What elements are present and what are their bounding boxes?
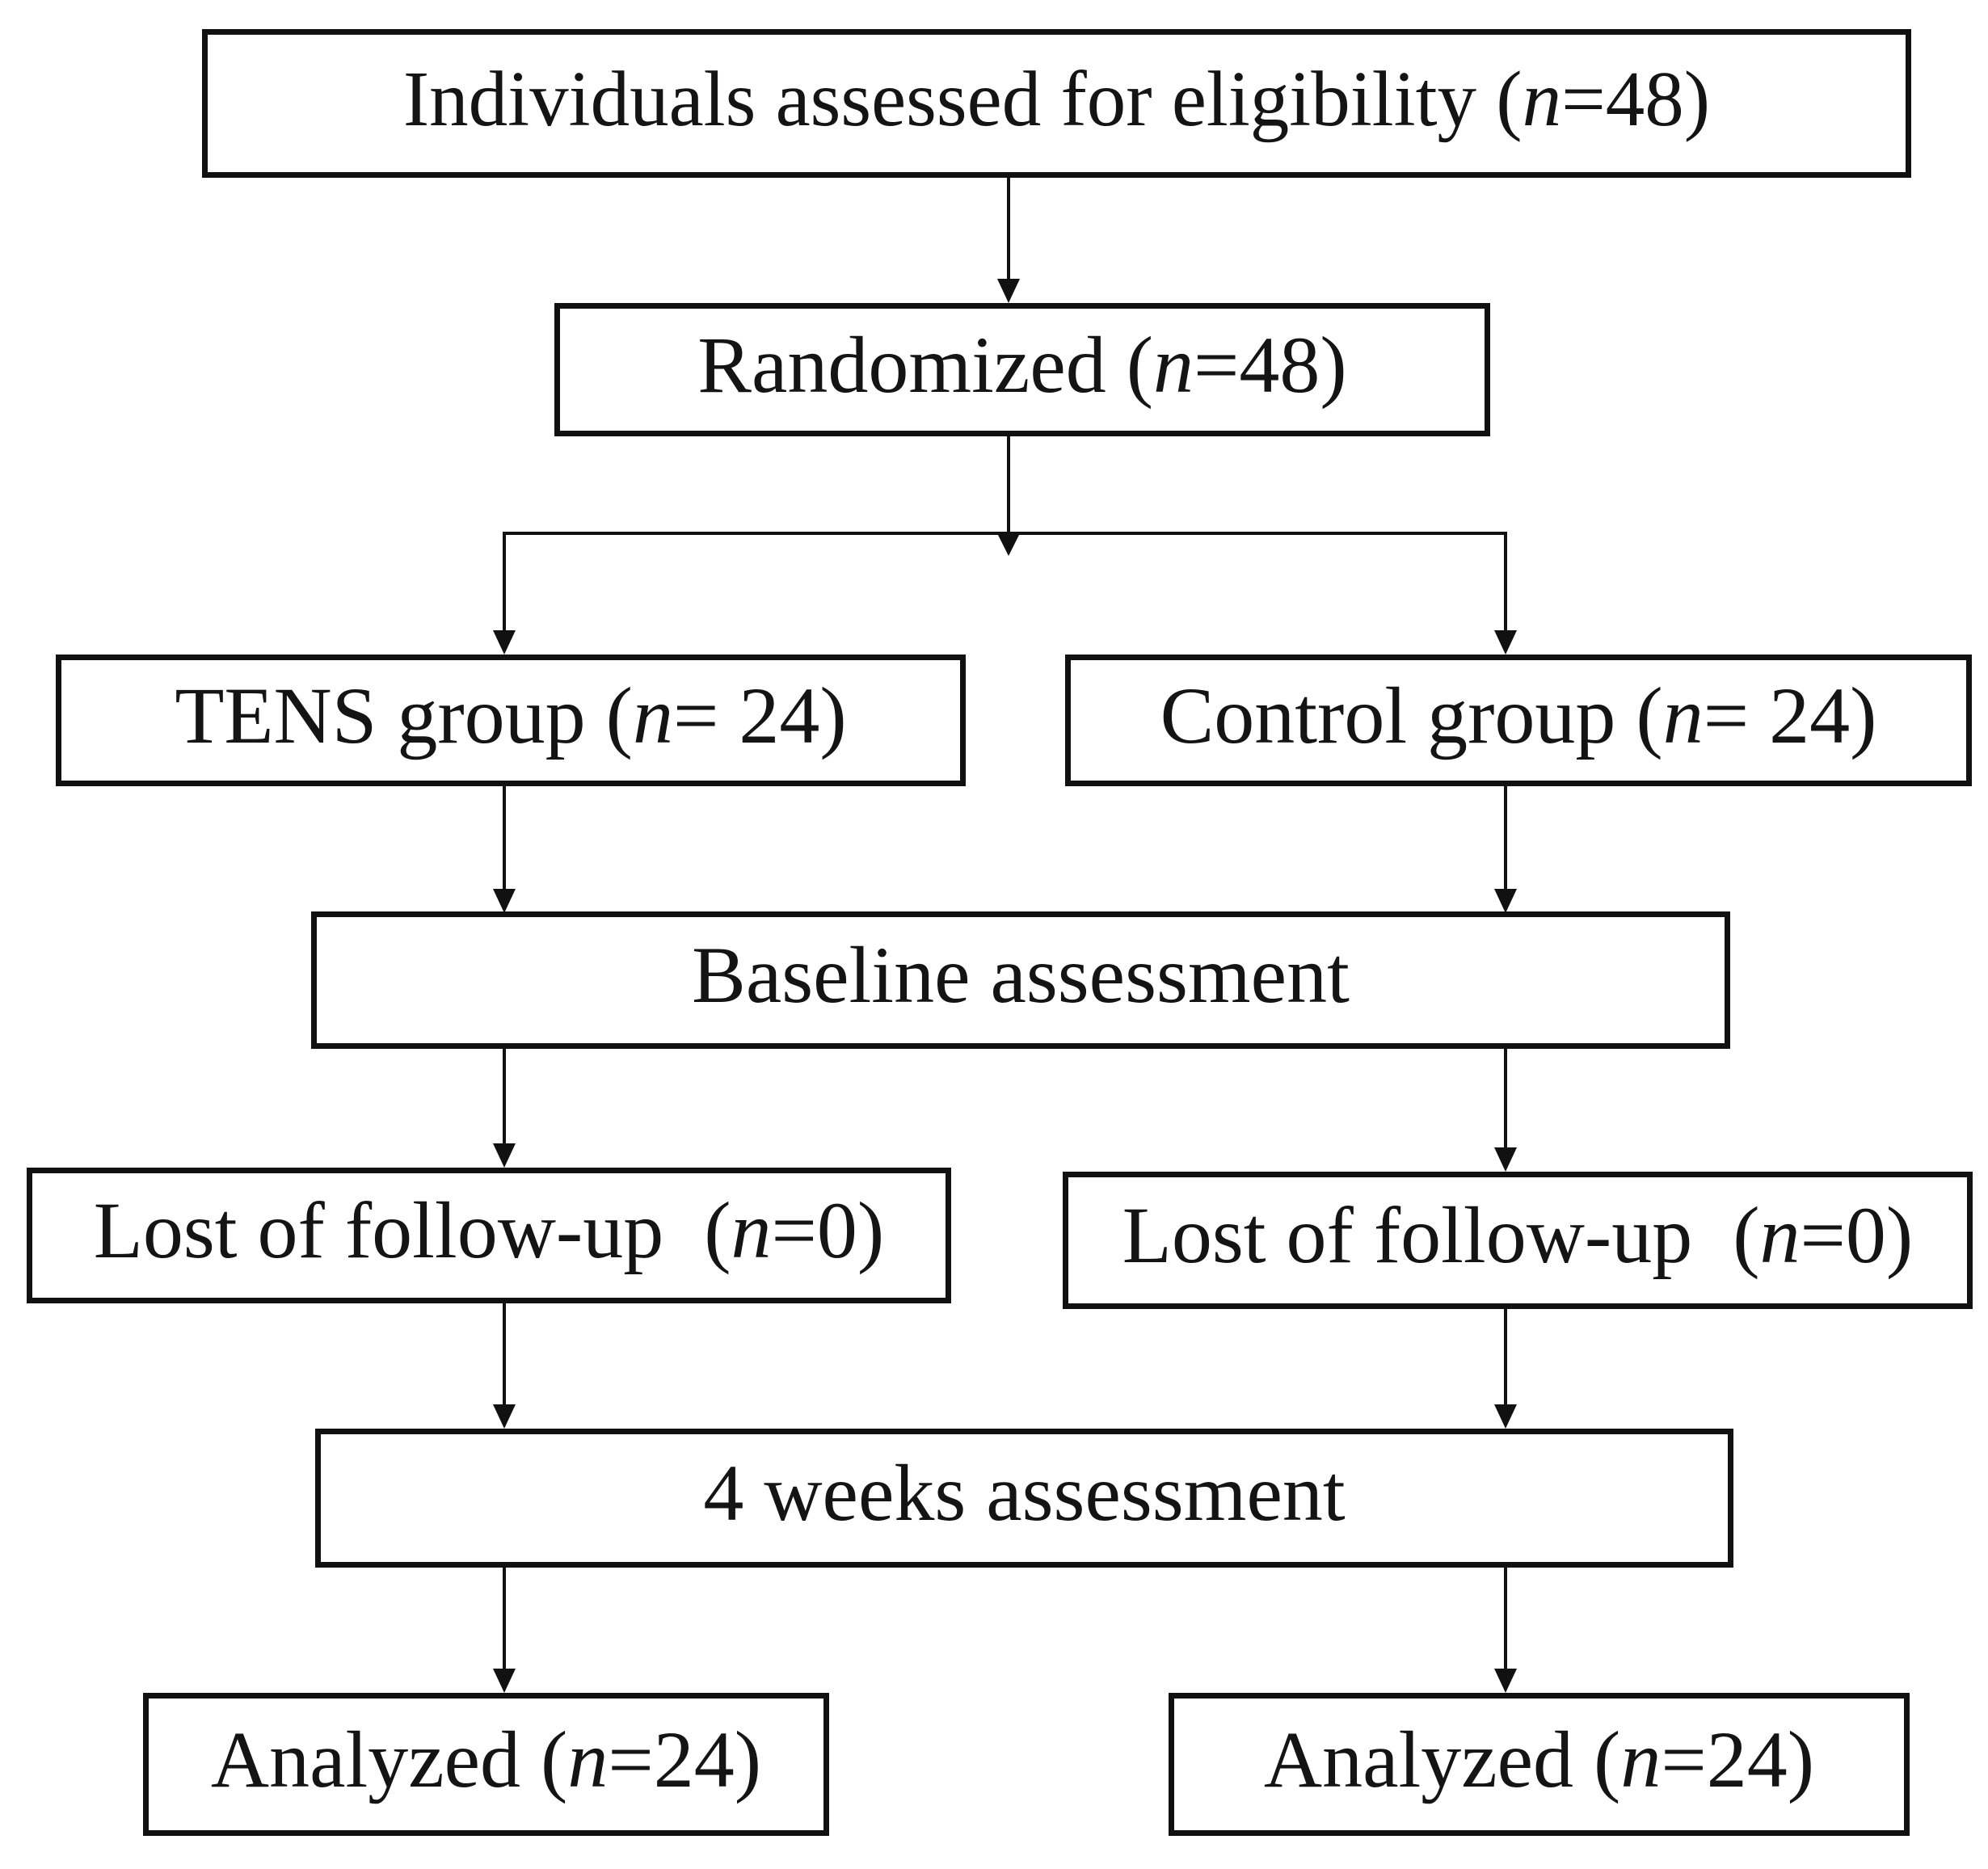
connector-baseline-lost-right <box>1504 1047 1507 1149</box>
label-n-variable: n <box>1153 319 1194 410</box>
connector-randomized-split <box>1007 436 1010 535</box>
flow-box-4-weeks-assessment: 4 weeks assessment <box>315 1429 1733 1568</box>
label-prefix: Lost of follow-up ( <box>1122 1190 1760 1280</box>
flow-box-analyzed-tens: Analyzed (n =24) <box>143 1693 829 1836</box>
arrowhead-down-icon <box>493 1143 516 1168</box>
connector-lost-left-4weeks <box>503 1302 506 1408</box>
label-n-variable: n <box>1662 670 1704 760</box>
flow-box-randomized: Randomized (n =48) <box>554 303 1490 436</box>
arrowhead-down-icon <box>493 1669 516 1693</box>
label-prefix: Individuals assessed for eligibility ( <box>402 55 1523 142</box>
flow-box-analyzed-control: Analyzed (n =24) <box>1169 1693 1910 1836</box>
arrowhead-down-icon <box>1494 889 1517 913</box>
label-suffix: =0) <box>771 1185 885 1275</box>
arrowhead-down-icon <box>493 1404 516 1429</box>
label-suffix: = 24) <box>672 670 847 760</box>
label-suffix: = 24) <box>1703 670 1877 760</box>
arrowhead-down-icon <box>1494 630 1517 655</box>
flow-box-baseline-assessment: Baseline assessment <box>311 911 1730 1049</box>
flow-box-lost-followup-control: Lost of follow-up (n =0) <box>1063 1172 1973 1309</box>
flow-box-lost-followup-tens: Lost of follow-up (n =0) <box>27 1168 951 1303</box>
connector-4weeks-analyzed-right <box>1504 1566 1507 1670</box>
connector-control-baseline <box>1504 785 1507 890</box>
label-n-variable: n <box>1620 1714 1662 1804</box>
flow-box-eligibility: Individuals assessed for eligibility (n =… <box>202 29 1911 178</box>
connector-4weeks-analyzed-left <box>503 1566 506 1670</box>
label-prefix: Control group ( <box>1160 670 1663 760</box>
label-n-variable: n <box>1759 1190 1801 1280</box>
connector-lost-right-4weeks <box>1504 1307 1507 1408</box>
label-suffix: =24) <box>1661 1714 1815 1804</box>
arrowhead-down-icon <box>493 630 516 655</box>
label-prefix: 4 weeks assessment <box>703 1448 1346 1538</box>
arrowhead-down-icon <box>997 279 1020 303</box>
label-suffix: =0) <box>1800 1190 1914 1280</box>
connector-split-control <box>1504 532 1507 632</box>
arrowhead-down-icon <box>1494 1404 1517 1429</box>
connector-split-tens <box>503 532 506 632</box>
label-n-variable: n <box>567 1714 609 1804</box>
label-suffix: =24) <box>608 1714 762 1804</box>
arrowhead-down-icon <box>1494 1669 1517 1693</box>
arrowhead-down-icon <box>998 535 1019 556</box>
label-suffix: =48) <box>1194 319 1347 410</box>
label-prefix: Lost of follow-up ( <box>93 1185 731 1275</box>
label-prefix: Analyzed ( <box>1263 1714 1621 1804</box>
label-n-variable: n <box>731 1185 772 1275</box>
label-suffix: =48) <box>1561 55 1711 142</box>
label-n-variable: n <box>632 670 673 760</box>
label-prefix: Baseline assessment <box>692 930 1350 1020</box>
label-prefix: Randomized ( <box>697 319 1154 410</box>
label-prefix: Analyzed ( <box>210 1714 568 1804</box>
connector-tens-baseline <box>503 785 506 890</box>
connector-eligibility-randomized <box>1007 178 1010 280</box>
arrowhead-down-icon <box>1494 1147 1517 1172</box>
flow-box-tens-group: TENS group (n = 24) <box>56 655 966 786</box>
connector-split-horizontal <box>503 532 1507 535</box>
arrowhead-down-icon <box>493 889 516 913</box>
connector-baseline-lost-left <box>503 1047 506 1145</box>
label-prefix: TENS group ( <box>175 670 633 760</box>
label-n-variable: n <box>1522 55 1562 142</box>
flow-box-control-group: Control group (n = 24) <box>1065 655 1972 786</box>
